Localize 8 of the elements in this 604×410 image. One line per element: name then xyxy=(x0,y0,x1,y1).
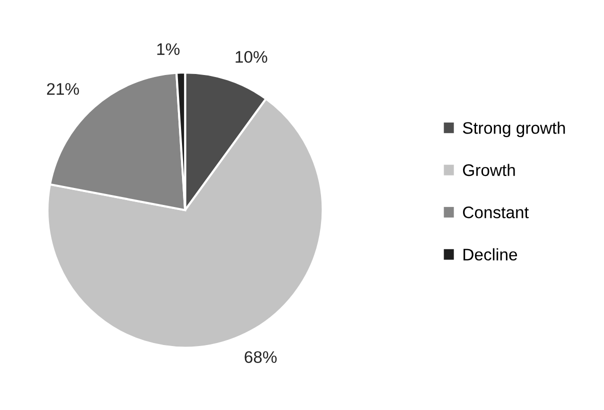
legend-label: Constant xyxy=(463,206,529,218)
legend-label: Decline xyxy=(464,248,518,260)
data-label: 10% xyxy=(236,50,268,63)
data-label: 1% xyxy=(157,43,180,55)
data-label: 21% xyxy=(47,83,79,95)
legend-label: Strong growth xyxy=(462,122,565,138)
legend-label: Growth xyxy=(463,164,515,176)
data-label: 68% xyxy=(244,351,277,363)
